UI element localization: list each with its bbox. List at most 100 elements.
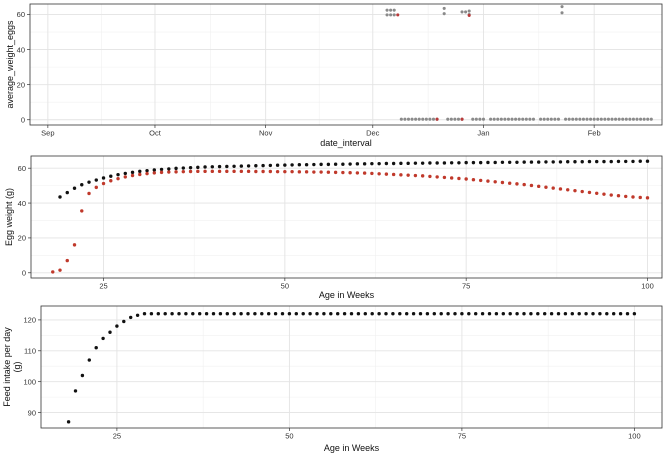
data-point — [420, 161, 425, 165]
panel-border — [29, 3, 663, 126]
data-point — [558, 160, 563, 164]
data-point — [203, 169, 207, 174]
data-point — [617, 117, 621, 121]
data-point — [188, 165, 193, 170]
data-point — [204, 312, 209, 316]
data-point — [578, 117, 582, 121]
data-point — [616, 159, 621, 164]
data-point — [592, 117, 596, 121]
data-point — [563, 312, 568, 316]
data-point — [253, 312, 257, 316]
data-point — [167, 170, 171, 174]
y-tick-label: 40 — [17, 45, 25, 54]
data-point — [551, 186, 555, 190]
data-point — [80, 183, 84, 187]
x-tick-label: 50 — [285, 432, 293, 441]
data-point — [496, 117, 500, 121]
series-2 — [396, 13, 471, 121]
data-point — [87, 358, 92, 362]
data-point — [356, 312, 361, 316]
data-point — [167, 167, 171, 171]
data-point — [341, 170, 345, 175]
data-point — [446, 117, 450, 121]
data-point — [460, 312, 464, 316]
x-tick-label: 100 — [641, 282, 654, 291]
data-point — [503, 117, 507, 121]
data-point — [560, 11, 564, 15]
data-point — [399, 161, 403, 166]
data-point — [492, 117, 496, 121]
data-point — [478, 160, 483, 165]
data-point — [632, 312, 637, 316]
data-point — [333, 170, 338, 175]
data-point — [500, 160, 505, 164]
data-point — [232, 169, 236, 174]
data-point — [645, 159, 650, 163]
data-point — [467, 13, 471, 17]
data-point — [442, 6, 446, 10]
data-point — [413, 173, 418, 178]
data-point — [577, 312, 581, 316]
data-point — [246, 164, 251, 168]
data-point — [94, 185, 98, 190]
y-tick-label: 60 — [18, 164, 26, 173]
data-point — [584, 312, 588, 316]
data-point — [638, 159, 642, 163]
data-point — [66, 420, 71, 424]
data-point — [510, 117, 514, 121]
data-point — [232, 312, 236, 316]
data-point — [130, 173, 135, 178]
data-point — [377, 172, 381, 176]
y-tick-label: 110 — [24, 346, 36, 355]
data-point — [65, 258, 69, 263]
data-point — [315, 312, 319, 316]
gridlines — [30, 4, 662, 125]
data-point — [614, 117, 618, 121]
series-1 — [66, 312, 637, 424]
data-point — [391, 172, 396, 177]
gridlines — [31, 156, 662, 278]
x-tick-label: 100 — [628, 432, 641, 441]
data-point — [515, 182, 519, 186]
data-point — [537, 184, 541, 189]
data-point — [196, 165, 200, 170]
data-point — [446, 312, 450, 316]
data-point — [596, 117, 600, 121]
data-point — [385, 13, 389, 17]
data-point — [424, 117, 428, 121]
data-point — [507, 181, 512, 185]
data-point — [225, 312, 229, 316]
data-point — [605, 312, 609, 316]
data-point — [174, 166, 178, 171]
data-point — [389, 13, 393, 17]
data-point — [474, 312, 478, 316]
data-point — [184, 312, 188, 316]
data-point — [188, 169, 193, 174]
x-axis-title: Age in Weeks — [324, 443, 380, 453]
data-point — [560, 5, 564, 9]
data-point — [294, 312, 298, 316]
data-point — [417, 117, 421, 121]
data-point — [304, 163, 309, 167]
data-point — [514, 117, 518, 121]
data-point — [480, 312, 485, 316]
data-point — [94, 345, 98, 350]
data-point — [481, 117, 486, 121]
data-point — [181, 169, 186, 174]
data-point — [152, 171, 156, 175]
data-point — [587, 190, 592, 195]
data-point — [499, 117, 503, 121]
data-point — [217, 164, 222, 169]
data-point — [414, 117, 418, 121]
data-point — [385, 8, 389, 12]
data-point — [196, 169, 200, 174]
x-tick-label: 25 — [113, 432, 121, 441]
series-2 — [51, 169, 650, 274]
data-point — [87, 191, 91, 196]
data-point — [138, 172, 142, 177]
y-axis-title-line-1: Feed intake per day — [2, 327, 12, 407]
data-point — [399, 117, 403, 121]
data-point — [254, 164, 258, 168]
data-point — [268, 163, 273, 168]
x-tick-label: 75 — [458, 432, 466, 441]
